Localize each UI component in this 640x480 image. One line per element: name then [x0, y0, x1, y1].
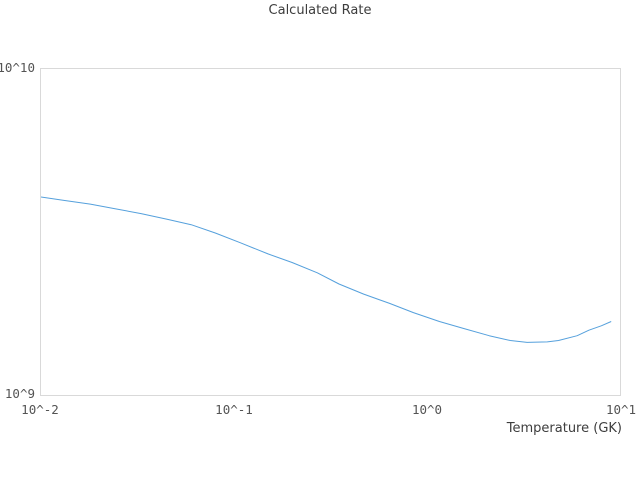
- x-axis-tick-label-10e-2: 10^-2: [21, 402, 59, 417]
- x-axis-tick-label-10e-1: 10^-1: [215, 402, 253, 417]
- rate-line-svg: [41, 196, 612, 343]
- y-axis-tick-label-10e10: 10^10: [0, 60, 35, 75]
- chart-title: Calculated Rate: [268, 3, 372, 18]
- y-axis-tick-label-10e9: 10^9: [4, 386, 35, 401]
- plot-area: [40, 68, 621, 396]
- rate-line-series: [41, 196, 612, 343]
- x-axis-title: Temperature (GK): [506, 421, 622, 436]
- x-axis-tick-label-10e1: 10^1: [605, 402, 637, 417]
- x-axis-tick-label-10e0: 10^0: [411, 402, 443, 417]
